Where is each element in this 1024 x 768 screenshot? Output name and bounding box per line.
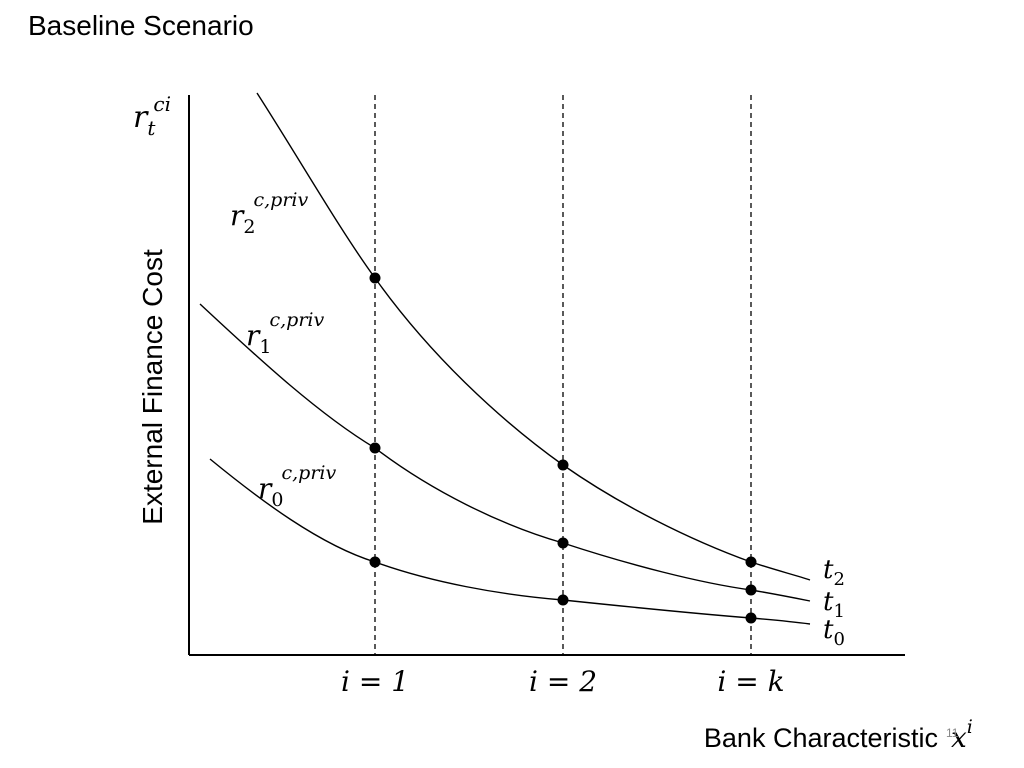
x-axis-title: Bank Characteristic [704,723,938,753]
point-t2-ik [745,556,757,568]
marker-label-i1: i = 1 [341,665,409,698]
curve-end-label-t2: t2 [823,555,845,590]
marker-label-i2: i = 2 [529,665,597,698]
curve-t2 [256,92,811,581]
curve-t1 [199,303,811,602]
point-t1-ik [745,584,757,596]
curve-label-r0: r0c,priv [258,462,336,511]
slide-title: Baseline Scenario [28,10,254,41]
curve-end-label-t1: t1 [823,587,845,622]
page-number: 11 [946,726,959,740]
point-t2-i1 [369,272,381,284]
point-t0-i1 [369,556,381,568]
curve-label-r1: r1c,priv [246,309,324,358]
y-axis-symbol: rtci [133,92,171,140]
curve-label-r2: r2c,priv [230,189,308,238]
x-axis-symbol: xi [951,716,973,754]
curve-end-label-t0: t0 [823,615,845,650]
y-axis-title: External Finance Cost [137,249,168,525]
point-t0-i2 [557,594,569,606]
point-t2-i2 [557,459,569,471]
point-t0-ik [745,612,757,624]
marker-label-ik: i = k [717,665,784,698]
point-t1-i1 [369,442,381,454]
point-t1-i2 [557,537,569,549]
